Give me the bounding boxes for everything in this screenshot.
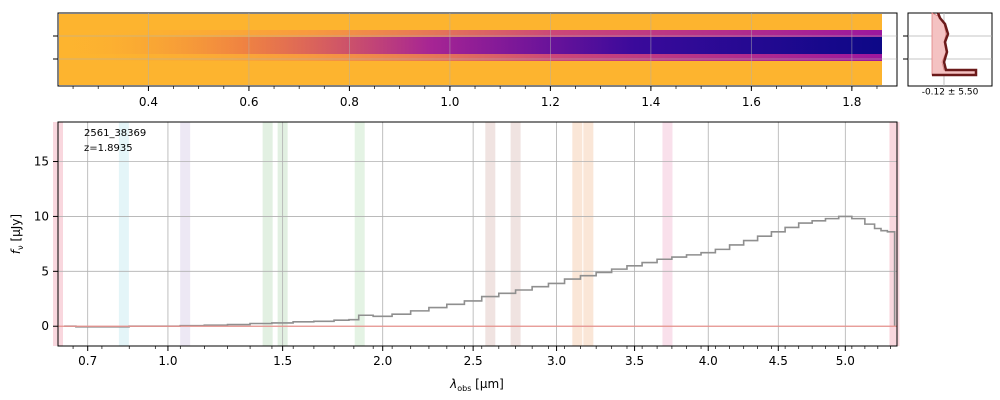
spectrum-2d-xtick-label: 1.0 <box>440 95 459 109</box>
y-axis-label-main: f <box>9 248 23 254</box>
spectrum-1d-xtick-label: 2.5 <box>464 354 483 368</box>
spectrum-1d-xtick-label: 4.5 <box>769 354 788 368</box>
x-axis-label-unit: [μm] <box>471 377 504 391</box>
emission-line-band <box>485 122 496 346</box>
x-axis-label-sub: obs <box>457 384 471 393</box>
spectrum-1d-border <box>57 121 898 347</box>
spectrum-2d-xtick-label: 1.2 <box>541 95 560 109</box>
spectrum-2d-xtick-label: 0.6 <box>239 95 258 109</box>
emission-line-band <box>262 122 273 346</box>
spectrum-1d-xtick-label: 3.5 <box>625 354 644 368</box>
emission-line-band <box>583 122 594 346</box>
emission-line-band <box>118 122 129 346</box>
spectrum-1d-xtick-label: 5.0 <box>836 354 855 368</box>
emission-line-band <box>662 122 673 346</box>
spectrum-1d-ytick-label: 5 <box>41 264 49 278</box>
y-axis-label-unit: [μJy] <box>9 214 23 245</box>
spectrum-2d-xtick-label: 1.4 <box>641 95 660 109</box>
y-axis-label: fν [μJy] <box>9 214 25 254</box>
x-axis-label-main: λ <box>449 377 457 391</box>
spectrum-1d-ytick-label: 10 <box>34 209 49 223</box>
spectrum-2d-xtick-label: 1.8 <box>842 95 861 109</box>
profile-annotation: -0.12 ± 5.50 <box>922 88 979 98</box>
spectrum-1d-ytick-label: 15 <box>34 155 49 169</box>
spectrum-1d-xtick-label: 1.5 <box>273 354 292 368</box>
spectrum-id-label: 2561_38369 <box>84 128 146 139</box>
spectrum-1d-xtick-label: 3.0 <box>547 354 566 368</box>
spectrum-1d-ytick-label: 0 <box>41 319 49 333</box>
spectrum-1d-xtick-label: 2.0 <box>373 354 392 368</box>
spectrum-1d-xtick-label: 4.0 <box>699 354 718 368</box>
spectrum-2d-xtick-label: 1.6 <box>742 95 761 109</box>
spectrum-1d-xtick-label: 1.0 <box>158 354 177 368</box>
emission-line-band <box>354 122 365 346</box>
spectrum-1d-xtick-label: 0.7 <box>78 354 97 368</box>
spectrum-2d-panel: 0.4 0.6 0.8 1.0 1.2 1.4 1.6 1.8 <box>53 12 898 109</box>
emission-line-band <box>510 122 521 346</box>
spectrum-flux-line <box>64 215 896 328</box>
y-axis-label-sub: ν <box>16 245 25 250</box>
spectrum-1d-panel: 0.7 1.0 1.5 2.0 2.5 3.0 3.5 4.0 4.5 5.0 0 5 10 15 25… <box>9 121 900 393</box>
profile-line <box>932 12 978 77</box>
spectrum-2d-xtick-label: 0.4 <box>139 95 158 109</box>
emission-line-band <box>180 122 191 346</box>
redshift-label: z=1.8935 <box>84 143 133 154</box>
emission-line-band <box>572 122 583 346</box>
spectrum-1d-frame <box>58 122 897 346</box>
spatial-profile-panel: -0.12 ± 5.50 <box>903 12 993 98</box>
spectrum-2d-trace <box>59 37 882 54</box>
spectrum-2d-xtick-label: 0.8 <box>340 95 359 109</box>
x-axis-label: λobs [μm] <box>449 377 504 393</box>
